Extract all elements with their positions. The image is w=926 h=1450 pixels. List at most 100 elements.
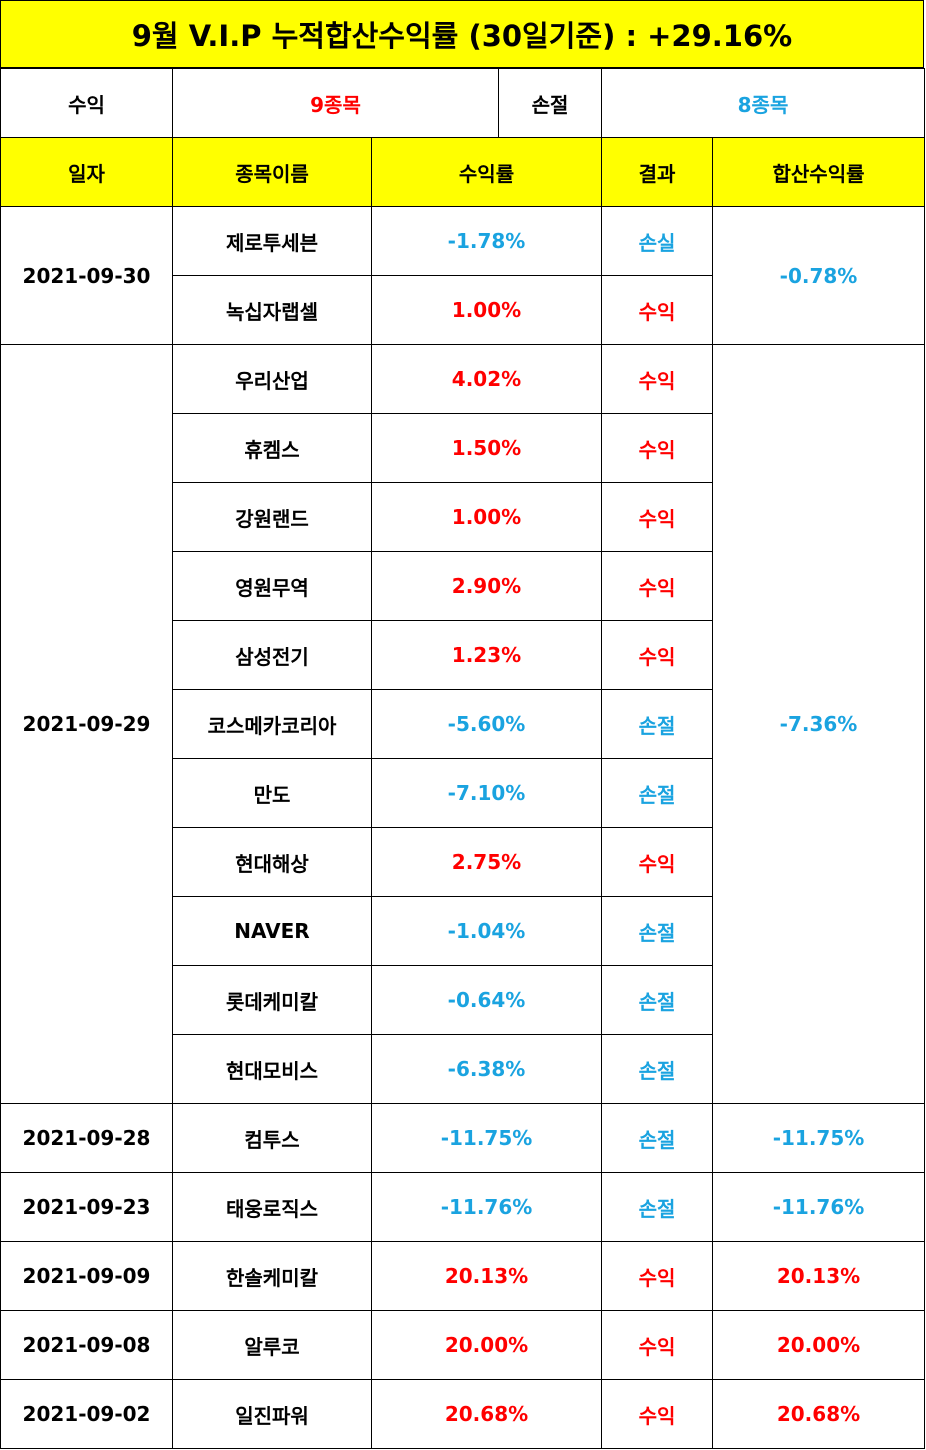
return-rate-cell: -11.76% xyxy=(371,1172,602,1242)
return-rate-cell: -7.10% xyxy=(371,758,602,828)
result-cell: 수익 xyxy=(601,344,713,414)
result-cell: 수익 xyxy=(601,551,713,621)
result-cell: 손절 xyxy=(601,1034,713,1104)
result-cell: 수익 xyxy=(601,1379,713,1449)
table-row: 코스메카코리아 -5.60% 손절 xyxy=(1,689,925,759)
stock-name-cell: 현대모비스 xyxy=(172,1034,372,1104)
date-cell: 2021-09-02 xyxy=(0,1379,173,1449)
table-row: 2021-09-09 한솔케미칼 20.13% 수익 20.13% xyxy=(0,1241,925,1311)
return-rate-cell: 1.50% xyxy=(371,413,602,483)
combined-return-cell: 20.68% xyxy=(712,1379,925,1449)
stock-name-cell: 일진파워 xyxy=(172,1379,372,1449)
summary-row: 수익 9종목 손절 8종목 xyxy=(0,68,925,138)
header-name: 종목이름 xyxy=(172,137,372,207)
return-rate-cell: 2.75% xyxy=(371,827,602,897)
stock-name-cell: 제로투세븐 xyxy=(172,206,372,276)
table-row: 2021-09-08 알루코 20.00% 수익 20.00% xyxy=(0,1310,925,1380)
result-cell: 수익 xyxy=(601,1241,713,1311)
stock-name-cell: 현대해상 xyxy=(172,827,372,897)
return-rate-cell: -6.38% xyxy=(371,1034,602,1104)
stock-name-cell: 녹십자랩셀 xyxy=(172,275,372,345)
header-rate: 수익률 xyxy=(371,137,602,207)
summary-table: 수익 9종목 손절 8종목 xyxy=(0,68,925,138)
result-cell: 수익 xyxy=(601,620,713,690)
result-cell: 손절 xyxy=(601,965,713,1035)
return-rate-cell: 1.00% xyxy=(371,482,602,552)
header-date: 일자 xyxy=(0,137,173,207)
stock-name-cell: 만도 xyxy=(172,758,372,828)
return-rate-cell: -0.64% xyxy=(371,965,602,1035)
return-rate-cell: 2.90% xyxy=(371,551,602,621)
return-rate-cell: -11.75% xyxy=(371,1103,602,1173)
combined-return-cell: -11.75% xyxy=(712,1103,925,1173)
table-row: NAVER -1.04% 손절 xyxy=(1,896,925,966)
result-cell: 수익 xyxy=(601,482,713,552)
date-cell: 2021-09-23 xyxy=(0,1172,173,1242)
table-row: 만도 -7.10% 손절 xyxy=(1,758,925,828)
stock-name-cell: NAVER xyxy=(172,896,372,966)
header-total: 합산수익률 xyxy=(712,137,925,207)
profit-label: 수익 xyxy=(0,68,173,138)
table-row: 강원랜드 1.00% 수익 xyxy=(1,482,925,552)
result-cell: 손절 xyxy=(601,1172,713,1242)
stock-name-cell: 알루코 xyxy=(172,1310,372,1380)
table-row: 2021-09-29 우리산업 4.02% 수익 -7.36% xyxy=(0,344,925,1104)
stock-name-cell: 영원무역 xyxy=(172,551,372,621)
return-rate-cell: -1.04% xyxy=(371,896,602,966)
loss-label: 손절 xyxy=(498,68,602,138)
date-cell: 2021-09-28 xyxy=(0,1103,173,1173)
stock-name-cell: 코스메카코리아 xyxy=(172,689,372,759)
result-cell: 손실 xyxy=(601,206,713,276)
combined-return-cell: -7.36% xyxy=(712,344,925,1104)
stock-name-cell: 한솔케미칼 xyxy=(172,1241,372,1311)
combined-return-cell: -0.78% xyxy=(712,206,925,345)
result-cell: 수익 xyxy=(601,827,713,897)
combined-return-cell: 20.00% xyxy=(712,1310,925,1380)
stock-name-cell: 삼성전기 xyxy=(172,620,372,690)
loss-count: 8종목 xyxy=(601,68,925,138)
result-cell: 손절 xyxy=(601,758,713,828)
stock-name-cell: 태웅로직스 xyxy=(172,1172,372,1242)
table-row: 녹십자랩셀 1.00% 수익 xyxy=(1,275,925,345)
return-rate-cell: 20.13% xyxy=(371,1241,602,1311)
stock-results-table: 일자 종목이름 수익률 결과 합산수익률 2021-09-30 제로투세븐 -1.7… xyxy=(0,137,925,1449)
return-rate-cell: 4.02% xyxy=(371,344,602,414)
return-rate-cell: 1.00% xyxy=(371,275,602,345)
stock-name-cell: 강원랜드 xyxy=(172,482,372,552)
stock-name-cell: 롯데케미칼 xyxy=(172,965,372,1035)
date-cell: 2021-09-08 xyxy=(0,1310,173,1380)
return-rate-cell: 20.68% xyxy=(371,1379,602,1449)
table-header-row: 일자 종목이름 수익률 결과 합산수익률 xyxy=(0,137,925,207)
table-row: 2021-09-23 태웅로직스 -11.76% 손절 -11.76% xyxy=(0,1172,925,1242)
table-row: 2021-09-30 제로투세븐 -1.78% 손실 -0.78% xyxy=(0,206,925,345)
date-cell: 2021-09-29 xyxy=(0,344,173,1104)
header-result: 결과 xyxy=(601,137,713,207)
result-cell: 수익 xyxy=(601,275,713,345)
date-cell: 2021-09-30 xyxy=(0,206,173,345)
combined-return-cell: 20.13% xyxy=(712,1241,925,1311)
result-cell: 손절 xyxy=(601,1103,713,1173)
page-title: 9월 V.I.P 누적합산수익률 (30일기준) : +29.16% xyxy=(0,0,924,68)
return-rate-cell: -1.78% xyxy=(371,206,602,276)
combined-return-cell: -11.76% xyxy=(712,1172,925,1242)
table-row: 2021-09-28 컴투스 -11.75% 손절 -11.75% xyxy=(0,1103,925,1173)
result-cell: 손절 xyxy=(601,896,713,966)
result-cell: 수익 xyxy=(601,413,713,483)
table-row: 2021-09-02 일진파워 20.68% 수익 20.68% xyxy=(0,1379,925,1449)
stock-name-cell: 휴켐스 xyxy=(172,413,372,483)
stock-name-cell: 우리산업 xyxy=(172,344,372,414)
result-cell: 손절 xyxy=(601,689,713,759)
table-row: 영원무역 2.90% 수익 xyxy=(1,551,925,621)
table-row: 현대해상 2.75% 수익 xyxy=(1,827,925,897)
return-rate-cell: 20.00% xyxy=(371,1310,602,1380)
stock-name-cell: 컴투스 xyxy=(172,1103,372,1173)
table-body: 일자 종목이름 수익률 결과 합산수익률 2021-09-30 제로투세븐 -1.7… xyxy=(0,137,925,1449)
result-cell: 수익 xyxy=(601,1310,713,1380)
table-row: 현대모비스 -6.38% 손절 xyxy=(1,1034,925,1104)
date-cell: 2021-09-09 xyxy=(0,1241,173,1311)
table-row: 삼성전기 1.23% 수익 xyxy=(1,620,925,690)
return-rate-cell: 1.23% xyxy=(371,620,602,690)
profit-count: 9종목 xyxy=(172,68,499,138)
return-rate-cell: -5.60% xyxy=(371,689,602,759)
